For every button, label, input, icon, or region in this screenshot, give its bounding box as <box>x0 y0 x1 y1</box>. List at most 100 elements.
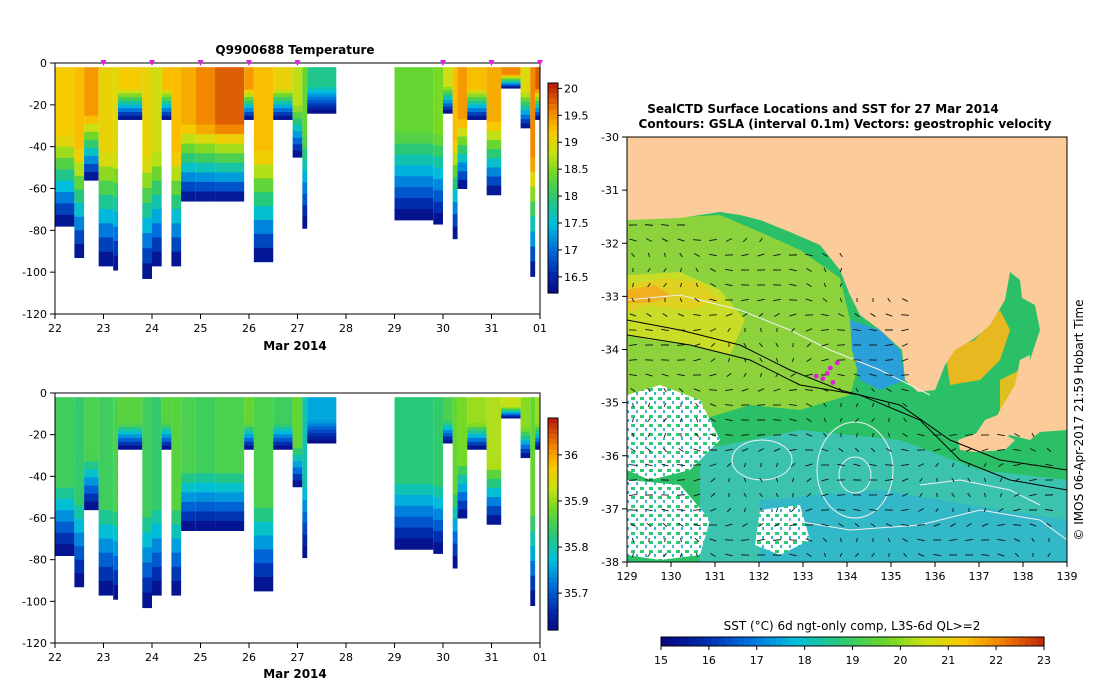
profile-cell <box>302 113 308 126</box>
profile-cell <box>161 400 172 406</box>
profile-cell <box>118 441 143 447</box>
velocity-vector <box>629 359 637 361</box>
profile-cell <box>394 67 434 79</box>
profile-cell <box>195 397 216 408</box>
profile-cell <box>118 438 143 443</box>
profile-cell <box>118 85 143 91</box>
sst-colorbar-label: SST (°C) 6d ngt-only comp, L3S-6d QL>=2 <box>724 619 981 633</box>
profile-cell <box>535 408 540 413</box>
profile-cell <box>171 411 182 426</box>
profile-cell <box>443 403 453 408</box>
profile-column <box>292 397 303 488</box>
profile-column <box>181 67 196 202</box>
profile-cell <box>486 76 502 86</box>
profile-column <box>98 67 114 267</box>
profile-cell <box>161 397 172 402</box>
profile-cell <box>530 171 536 188</box>
colorbar-segment <box>548 423 558 430</box>
y-tick-label: -40 <box>29 470 47 483</box>
profile-cell <box>253 136 274 152</box>
profile-cell <box>520 405 531 411</box>
colorbar-segment <box>548 455 558 461</box>
velocity-vector <box>837 509 845 511</box>
temperature-profiles <box>55 67 540 279</box>
profile-cell <box>215 105 245 116</box>
colorbar-segment <box>548 93 558 100</box>
profile-cell <box>501 82 521 85</box>
colorbar-segment <box>712 637 720 646</box>
velocity-vector <box>693 388 701 392</box>
profile-cell <box>84 453 99 462</box>
profile-cell <box>55 169 75 182</box>
velocity-vector <box>821 329 829 331</box>
profile-cell <box>292 409 303 417</box>
profile-cell <box>486 424 502 434</box>
lon-tick-label: 132 <box>749 570 770 583</box>
profile-cell <box>195 444 216 455</box>
land-yorke-peninsula <box>985 355 1030 440</box>
profile-cell <box>307 420 337 424</box>
profile-cell <box>98 95 114 111</box>
colorbar-segment <box>807 637 815 646</box>
colorbar-tick-label: 36 <box>564 449 578 462</box>
colorbar-segment <box>548 577 558 583</box>
x-tick-label: 24 <box>145 651 159 664</box>
profile-cell <box>452 531 458 545</box>
y-tick-label: -20 <box>29 429 47 442</box>
velocity-vector <box>901 524 909 526</box>
profile-cell <box>457 101 468 112</box>
y-tick-label: -100 <box>22 595 47 608</box>
profile-column <box>501 397 521 419</box>
profile-cell <box>118 82 143 87</box>
seal-locations <box>813 360 840 385</box>
profile-column <box>142 67 152 279</box>
velocity-vector <box>631 537 635 543</box>
profile-cell <box>84 469 99 479</box>
colorbar-segment <box>548 209 558 215</box>
profile-cell <box>84 445 99 454</box>
profile-cell <box>215 501 245 512</box>
velocity-vector <box>885 313 893 317</box>
profile-cell <box>452 103 458 117</box>
profile-cell <box>84 493 99 503</box>
profile-cell <box>452 458 458 471</box>
velocity-vector <box>663 432 667 438</box>
profile-cell <box>84 485 99 495</box>
profile-cell <box>118 408 143 413</box>
velocity-vector <box>901 478 909 482</box>
colorbar-tick-label: 20 <box>893 654 907 667</box>
colorbar-segment <box>548 167 558 173</box>
colorbar-segment <box>548 428 558 435</box>
profile-cell <box>443 406 453 411</box>
velocity-vector <box>789 403 797 407</box>
profile-cell <box>171 580 182 596</box>
profile-cell <box>118 78 143 83</box>
velocity-vector <box>1029 493 1037 497</box>
profile-cell <box>244 441 254 447</box>
profile-cell <box>433 201 443 214</box>
velocity-vector <box>997 523 1005 527</box>
profile-column <box>161 67 172 120</box>
velocity-vector <box>663 417 667 423</box>
colorbar-segment <box>548 261 558 268</box>
profile-cell <box>181 181 196 192</box>
velocity-vector <box>837 463 845 467</box>
profile-cell <box>273 97 293 102</box>
profile-cell <box>520 67 531 73</box>
colorbar-segment <box>909 637 917 646</box>
lon-tick-label: 139 <box>1057 570 1078 583</box>
velocity-vector <box>805 538 813 542</box>
velocity-vector <box>694 297 700 303</box>
profile-cell <box>307 410 337 415</box>
profile-cell <box>452 482 458 496</box>
velocity-vector <box>695 417 699 423</box>
profile-cell <box>253 549 274 564</box>
profile-cell <box>142 547 152 563</box>
profile-cell <box>452 214 458 227</box>
profile-cell <box>98 166 114 182</box>
profile-cell <box>520 123 531 129</box>
profile-cell <box>74 424 85 439</box>
colorbar-segment <box>548 130 558 137</box>
